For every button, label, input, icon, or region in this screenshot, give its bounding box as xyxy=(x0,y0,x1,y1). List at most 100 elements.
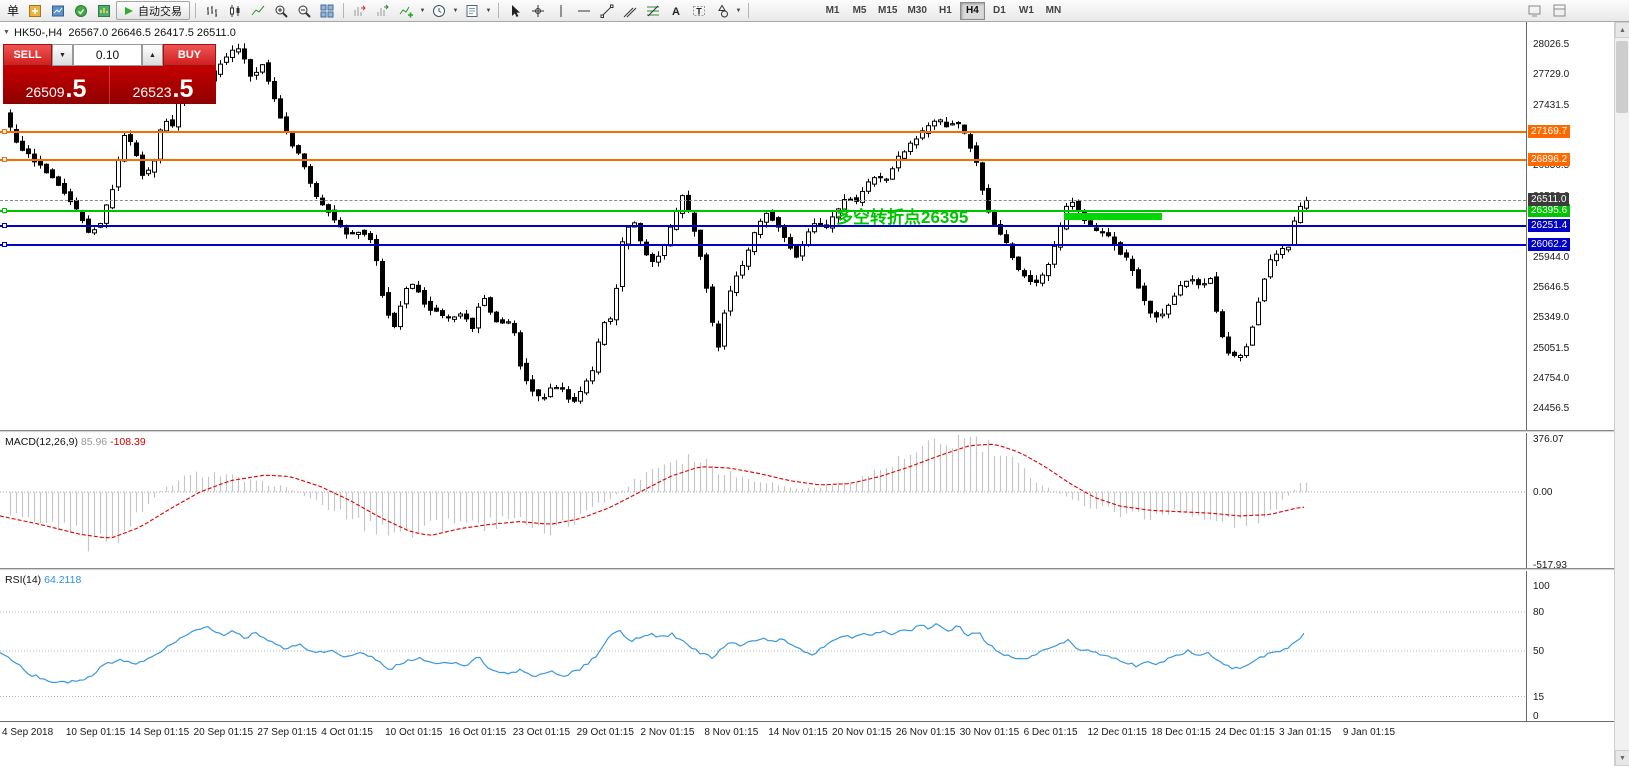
candle xyxy=(692,212,697,232)
candle xyxy=(548,387,553,398)
scroll-up-button[interactable]: ▲ xyxy=(1615,22,1629,38)
new-order-icon[interactable] xyxy=(24,1,46,20)
tf-m1-button[interactable]: M1 xyxy=(820,2,845,20)
equidistant-channel-icon[interactable] xyxy=(619,1,641,20)
candle xyxy=(92,229,97,234)
candle xyxy=(218,63,223,75)
vertical-line-icon[interactable] xyxy=(550,1,572,20)
candle xyxy=(1100,231,1105,234)
tf-d1-button[interactable]: D1 xyxy=(987,2,1012,20)
candle xyxy=(722,312,727,347)
rsi-plot[interactable] xyxy=(0,571,1526,721)
one-click-collapse-icon[interactable]: ▼ xyxy=(3,29,10,36)
candle xyxy=(668,226,673,247)
candle xyxy=(332,209,337,221)
shapes-caret-icon[interactable]: ▼ xyxy=(735,7,742,14)
fibonacci-icon[interactable] xyxy=(642,1,664,20)
volume-down-button[interactable]: ▼ xyxy=(52,44,73,66)
crosshair-icon[interactable] xyxy=(527,1,549,20)
text-label-icon[interactable]: T xyxy=(688,1,710,20)
shapes-icon[interactable] xyxy=(711,1,733,20)
vertical-scrollbar[interactable]: ▲ ▼ xyxy=(1614,22,1629,766)
tf-h1-button[interactable]: H1 xyxy=(933,2,958,20)
scroll-down-button[interactable]: ▼ xyxy=(1615,750,1629,766)
time-label: 2 Nov 01:15 xyxy=(640,727,695,738)
tf-m15-button[interactable]: M15 xyxy=(874,2,901,20)
tf-mn-button[interactable]: MN xyxy=(1041,2,1066,20)
candlestick-chart-icon[interactable] xyxy=(224,1,246,20)
candle xyxy=(956,121,961,125)
candle xyxy=(1184,280,1189,287)
candle xyxy=(1028,275,1033,283)
ask-main: 26523 xyxy=(132,84,172,100)
add-indicator-icon[interactable] xyxy=(395,1,417,20)
price-scale[interactable]: 27169.7 26896.2 26395.6 26251.4 26062.2 26511… xyxy=(1526,22,1614,741)
templates-icon[interactable] xyxy=(461,1,483,20)
autotrade-button[interactable]: 自动交易 xyxy=(116,1,191,20)
candle xyxy=(584,380,589,394)
candle xyxy=(362,229,367,235)
cursor-icon[interactable] xyxy=(504,1,526,20)
pivot-annotation-text[interactable]: 多空转折点26395 xyxy=(836,208,969,227)
chart-window-icon[interactable] xyxy=(47,1,69,20)
trendline-icon[interactable] xyxy=(596,1,618,20)
tf-m30-button[interactable]: M30 xyxy=(903,2,930,20)
candle xyxy=(1076,200,1081,212)
zoom-in-icon[interactable] xyxy=(270,1,292,20)
zoom-out-icon[interactable] xyxy=(293,1,315,20)
layout-icon[interactable] xyxy=(1548,1,1570,20)
chart-shift-icon[interactable] xyxy=(349,1,371,20)
rsi-name: RSI(14) xyxy=(5,574,42,586)
macd-plot[interactable] xyxy=(0,433,1526,568)
periods-caret-icon[interactable]: ▼ xyxy=(452,7,459,14)
market-watch-icon[interactable] xyxy=(70,1,92,20)
candle xyxy=(734,275,739,294)
navigator-icon[interactable] xyxy=(93,1,115,20)
panel-splitter[interactable] xyxy=(0,430,1614,433)
candle xyxy=(812,223,817,233)
candle xyxy=(896,155,901,169)
candle xyxy=(278,98,283,119)
add-indicator-caret-icon[interactable]: ▼ xyxy=(419,7,426,14)
bar-chart-icon[interactable] xyxy=(201,1,223,20)
menu-order-label[interactable]: 单 xyxy=(7,4,20,18)
candle xyxy=(560,387,565,390)
horizontal-line-icon[interactable] xyxy=(573,1,595,20)
svg-text:A: A xyxy=(672,6,680,18)
tf-h4-button[interactable]: H4 xyxy=(959,1,985,20)
auto-scroll-icon[interactable] xyxy=(372,1,394,20)
dock-icon[interactable] xyxy=(1523,1,1545,20)
panel-splitter[interactable] xyxy=(0,568,1614,571)
one-click-trading-panel[interactable]: SELL ▼ 0.10 ▲ BUY 26509.5 26523.5 xyxy=(3,44,216,104)
scrollbar-thumb[interactable] xyxy=(1616,41,1628,113)
tf-w1-button[interactable]: W1 xyxy=(1014,2,1039,20)
volume-input[interactable]: 0.10 xyxy=(73,44,142,66)
candle xyxy=(596,341,601,373)
sell-button[interactable]: SELL xyxy=(3,44,52,66)
candle xyxy=(422,290,427,305)
buy-button[interactable]: BUY xyxy=(163,44,216,66)
time-axis[interactable]: 4 Sep 2018 10 Sep 01:15 14 Sep 01:15 20 Sep… xyxy=(0,721,1614,741)
candle xyxy=(1022,270,1027,277)
candle xyxy=(1058,225,1063,248)
time-label: 3 Jan 01:15 xyxy=(1279,727,1332,738)
candle xyxy=(260,64,265,73)
periods-icon[interactable] xyxy=(428,1,450,20)
toolbar-right-group xyxy=(1523,1,1570,20)
tile-windows-icon[interactable] xyxy=(316,1,338,20)
templates-caret-icon[interactable]: ▼ xyxy=(485,7,492,14)
candle xyxy=(410,283,415,289)
volume-up-button[interactable]: ▲ xyxy=(142,44,163,66)
macd-panel[interactable] xyxy=(0,433,1526,568)
candlestick-chart[interactable] xyxy=(0,22,1526,430)
time-label: 27 Sep 01:15 xyxy=(257,727,317,738)
candle xyxy=(266,62,271,82)
candle xyxy=(1298,205,1303,224)
rsi-scale-tick: 50 xyxy=(1533,646,1545,657)
candle xyxy=(746,249,751,267)
text-icon[interactable]: A xyxy=(665,1,687,20)
line-chart-icon[interactable] xyxy=(247,1,269,20)
tf-m5-button[interactable]: M5 xyxy=(847,2,872,20)
price-level-label: 26062.2 xyxy=(1528,238,1571,252)
candle xyxy=(872,177,877,185)
